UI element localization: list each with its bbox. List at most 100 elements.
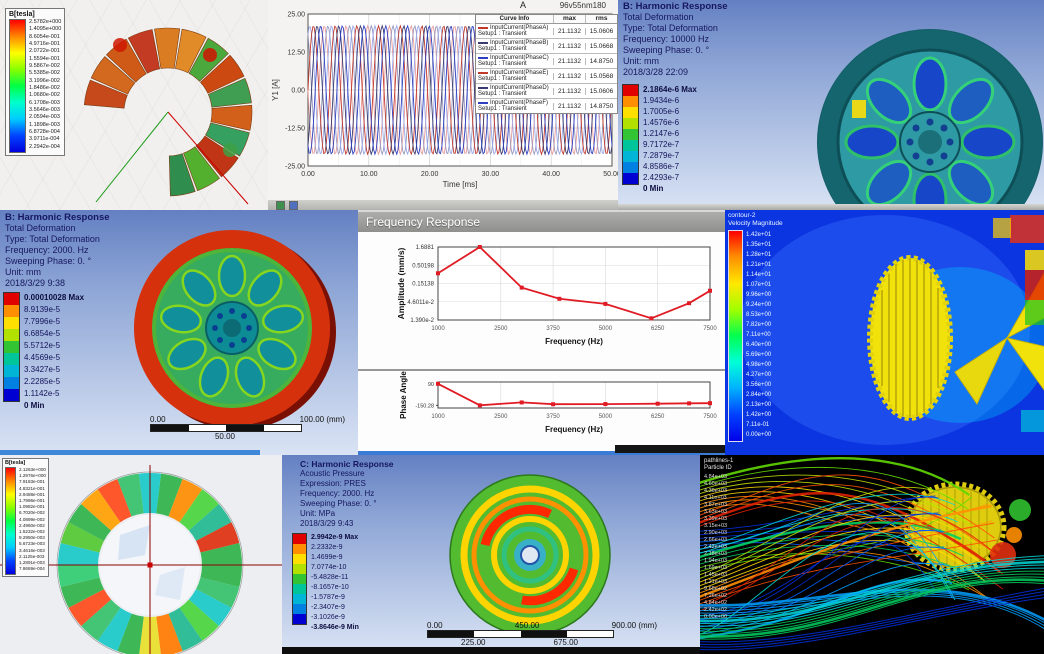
- legend-value: 1.21e+01: [746, 262, 772, 268]
- phase-x-tick-label: 5000: [599, 414, 613, 420]
- amp-y-tick-label: 1.390e-2: [410, 318, 434, 324]
- curve-max: 21.1132: [553, 42, 585, 50]
- result-title: B: Harmonic Response: [5, 212, 110, 223]
- legend-value: 6.40e+00: [746, 342, 772, 348]
- amplitude-curve: [437, 245, 711, 320]
- legend-value: 4.9716e-001: [29, 40, 60, 47]
- curve-rms: 15.0606: [585, 27, 617, 35]
- legend-value: 1.7005e-6: [643, 107, 680, 116]
- ruler-label-mid: 50.00: [214, 432, 236, 441]
- table-row: InputCurrent(PhaseA) Setup1 : Transient 2…: [476, 24, 617, 39]
- legend-value: 2.0722e-001: [29, 48, 60, 55]
- curve-table-header: Curve Info max rms: [476, 15, 617, 24]
- deformation-legend: 0.00010028 Max 8.9139e-5 7.7996e-5 6.6854e-…: [3, 292, 84, 412]
- legend-value: 1.5594e-001: [29, 55, 60, 62]
- legend-value: 9.68e+02: [704, 586, 728, 592]
- curve-setup: Setup1 : Transient: [478, 106, 527, 112]
- line-swatch: [478, 87, 488, 89]
- curve-rms: 15.0668: [585, 42, 617, 50]
- field-legend: B[tesla] 2.5782e+000 1.4095e+000 8.6054e-0…: [5, 8, 66, 156]
- result-info-line: Frequency: 10000 Hz: [623, 34, 710, 44]
- curve-setup: Setup1 : Transient: [478, 61, 527, 67]
- x-tick-label: 30.00: [482, 171, 500, 178]
- curve-max: 21.1132: [553, 57, 585, 65]
- panel-harmonic-10000hz: B: Harmonic Response Total Deformation Ty…: [618, 0, 1044, 210]
- legend-value: 0.00e+00: [704, 614, 728, 620]
- legend-value: 8.53e+00: [746, 312, 772, 318]
- y-tick-label: -25.00: [285, 164, 305, 171]
- window-border: [358, 451, 725, 455]
- x-tick-label: 20.00: [421, 171, 439, 178]
- legend-value: 3.63e+03: [704, 509, 728, 515]
- curve-name: InputCurrent(PhaseA): [490, 25, 549, 31]
- phase-x-tick-label: 7500: [703, 414, 717, 420]
- legend-value: 1.45e+03: [704, 572, 728, 578]
- phase-x-axis-label: Frequency (Hz): [545, 425, 603, 434]
- legend-value: 2.2285e-5: [24, 377, 61, 386]
- legend-value: 4.60e+03: [704, 481, 728, 487]
- pathlines-graphic: [700, 457, 1044, 651]
- pressure-legend: 2.9942e-9 Max 2.2332e-9 1.4699e-9 7.0774e-1…: [292, 533, 359, 633]
- curve-max: 21.1132: [553, 72, 585, 80]
- legend-value: 4.8321e-001: [19, 485, 45, 491]
- result-info-line: Unit: mm: [5, 267, 41, 277]
- result-info-lines: Total Deformation Type: Total Deformation…: [5, 223, 110, 289]
- taskbar-icon[interactable]: [289, 200, 298, 210]
- phase-y-tick-label: 90: [428, 382, 434, 388]
- legend-value: 3.1996e-002: [29, 77, 60, 84]
- legend-value: 5.69e+00: [746, 352, 772, 358]
- legend-value: 3.4616e-003: [19, 547, 45, 553]
- legend-values: 1.42e+01 1.35e+01 1.28e+01 1.21e+01 1.14e+01…: [746, 230, 771, 442]
- curve-info-table: Curve Info max rms InputCurrent(PhaseA) S…: [475, 14, 618, 114]
- x-tick-label: 40.00: [542, 171, 560, 178]
- ruler-label-min: 0.00: [150, 415, 166, 424]
- legend-value: -5.4828e-11: [311, 574, 349, 581]
- phase-y-tick-label: -150.28: [415, 403, 434, 409]
- legend-title: contour-2 Velocity Magnitude: [728, 212, 783, 228]
- legend-value: 7.26e+02: [704, 593, 728, 599]
- x-tick-label: 0.00: [301, 171, 315, 178]
- legend-values: 2.1864e-6 Max 1.9434e-6 1.7005e-6 1.4576e-6…: [643, 84, 697, 194]
- ruler-label-mid: 450.00: [514, 621, 540, 630]
- ruler-label-q3: 675.00: [553, 638, 578, 647]
- header-curve-info: Curve Info: [499, 16, 530, 22]
- legend-values: 0.00010028 Max 8.9139e-5 7.7996e-5 6.6854e-…: [24, 292, 84, 412]
- legend-value: 1.1142e-5: [24, 389, 60, 398]
- amp-x-tick-label: 3750: [546, 326, 560, 332]
- window-titlebar[interactable]: Frequency Response: [358, 212, 725, 232]
- legend-value: 0.00010028 Max: [24, 293, 85, 302]
- amp-x-tick-label: 1000: [431, 326, 445, 332]
- result-info-line: 2018/3/29 9:38: [5, 278, 66, 288]
- legend-value: 9.2950e-003: [19, 535, 45, 541]
- flywheel-deformation-graphic: [134, 230, 336, 430]
- legend-value: 9.96e+00: [746, 292, 772, 298]
- curve-name: InputCurrent(PhaseF): [490, 100, 549, 106]
- legend-value: 1.2891e-003: [19, 560, 45, 566]
- legend-value: 2.42e+02: [704, 607, 728, 613]
- curve-name: InputCurrent(PhaseE): [490, 70, 549, 76]
- amp-x-tick-label: 2500: [494, 326, 508, 332]
- y-tick-label: 25.00: [287, 12, 305, 19]
- legend-value: 7.11e-01: [746, 422, 770, 428]
- legend-value: -3.1026e-9: [311, 614, 345, 621]
- panel-transient-plot: 0.00 10.00 20.00 30.00 40.00 50.00 25.00 12.50 0…: [268, 0, 618, 210]
- phase-curve: [437, 382, 711, 407]
- curve-name: InputCurrent(PhaseC): [490, 55, 549, 61]
- curve-setup: Setup1 : Transient: [478, 31, 527, 37]
- legend-title-line: pathlines-1: [704, 458, 734, 464]
- legend-value: 4.0899e-002: [19, 516, 45, 522]
- amp-y-tick-label: 4.6011e-2: [407, 300, 434, 306]
- ruler-bar: [150, 424, 302, 432]
- legend-value: 7.9183e-001: [19, 479, 45, 485]
- amp-x-tick-label: 5000: [599, 326, 613, 332]
- legend-value: 0 Min: [24, 401, 45, 410]
- legend-value: 1.94e+03: [704, 558, 728, 564]
- taskbar-icon[interactable]: [276, 200, 285, 210]
- legend-value: 2.9942e-9 Max: [311, 534, 359, 541]
- legend-value: 4.84e+03: [704, 474, 728, 480]
- particle-legend: pathlines-1 Particle ID 4.84e+03 4.60e+03 4…: [704, 458, 733, 621]
- x-tick-label: 10.00: [360, 171, 378, 178]
- curve-name: InputCurrent(PhaseD): [490, 85, 549, 91]
- legend-value: 3.5646e-003: [29, 106, 60, 113]
